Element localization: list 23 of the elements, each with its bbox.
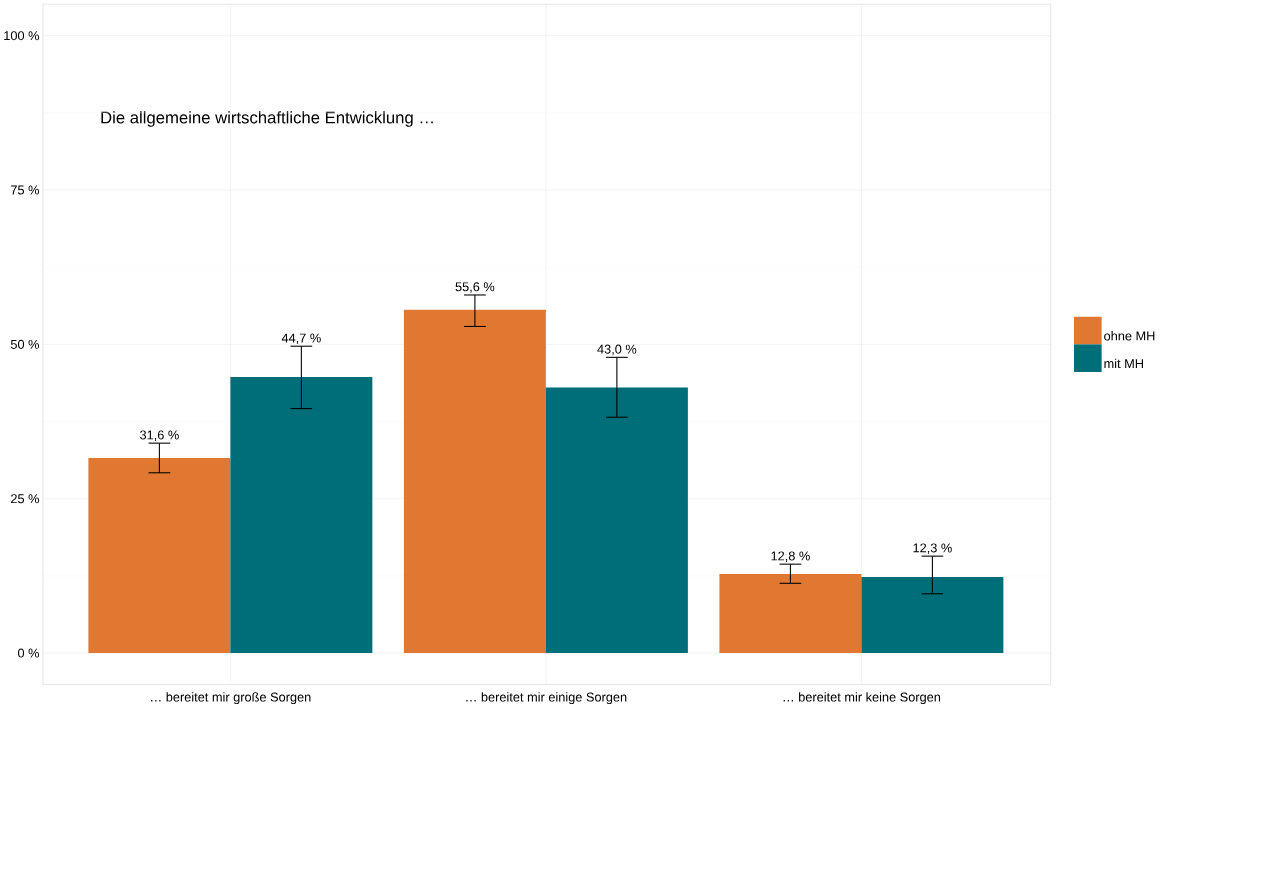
legend-label: ohne MH: [1104, 331, 1155, 341]
data-label: 31,6 %: [139, 430, 179, 442]
bar: [545, 387, 688, 654]
bar: [861, 577, 1004, 654]
y-tick-label: 25 %: [11, 494, 40, 504]
y-tick-label: 0 %: [17, 648, 40, 658]
text: Die allgemeine wirtschaftliche Entwicklung …: [101, 111, 433, 127]
x-tick-label: … bereitet mir einige Sorgen: [466, 692, 627, 705]
bar: [88, 458, 231, 654]
y-tick-label: 75 %: [11, 185, 40, 195]
bar: [403, 309, 546, 654]
data-label: 55,6 %: [455, 282, 495, 293]
bar: [230, 377, 373, 654]
x-tick-label: … bereitet mir keine Sorgen: [783, 692, 941, 705]
y-tick-label: 100 %: [4, 31, 40, 41]
y-tick-label: 50 %: [10, 339, 40, 349]
data-label: 12,8 %: [771, 551, 810, 563]
legend-label: mit MH: [1104, 358, 1143, 369]
x-tick-label: … bereitet mir große Sorgen: [151, 692, 311, 705]
data-label: 44,7 %: [281, 333, 321, 345]
data-label: 43,0 %: [597, 344, 637, 356]
data-label: 12,3 %: [913, 543, 952, 555]
bar: [719, 574, 862, 654]
